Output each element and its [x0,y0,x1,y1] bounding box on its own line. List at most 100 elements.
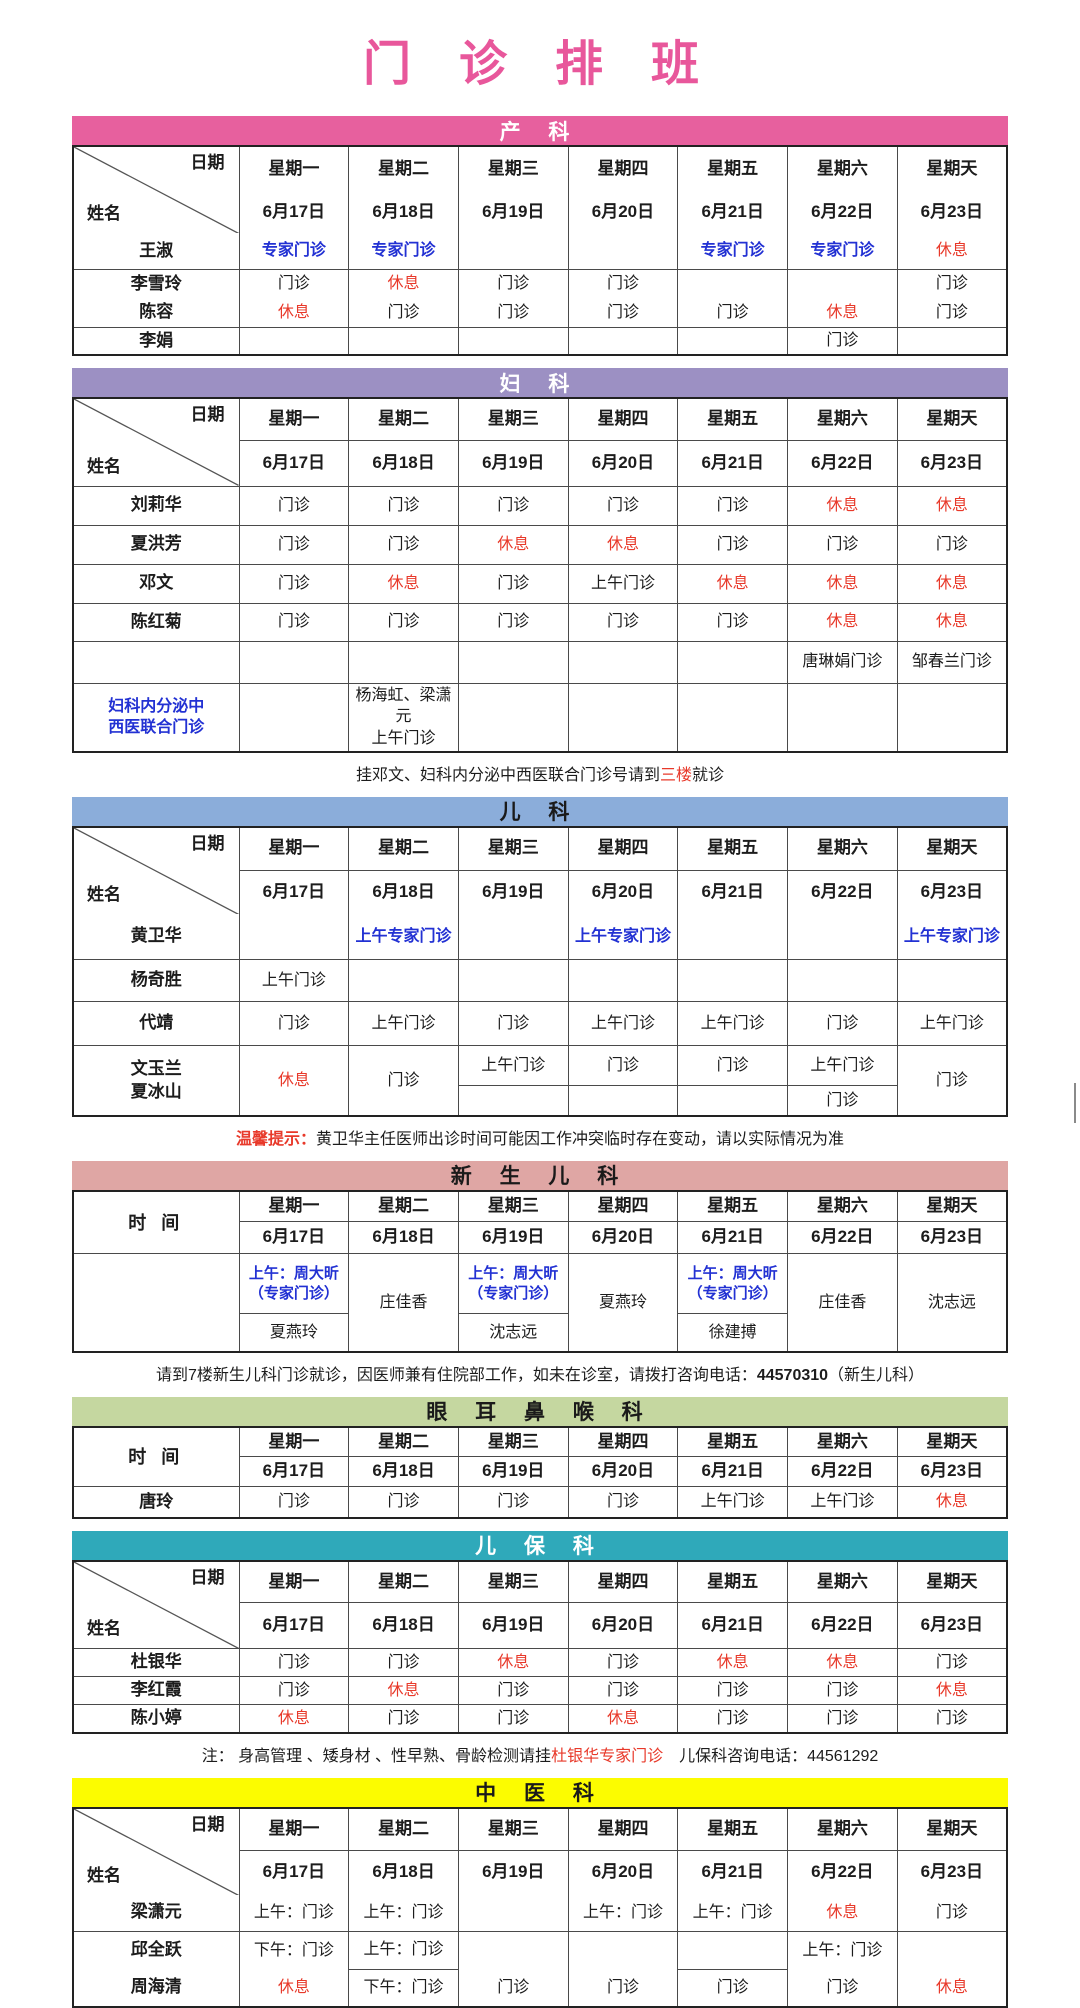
schedule-cell: 专家门诊 [238,233,350,270]
section-header-neonatology: 新 生 儿 科 [72,1160,1008,1190]
weekday-header: 星期二 [348,145,459,191]
doctor-name: 文玉兰 夏冰山 [72,1045,240,1117]
diagonal-line [74,147,239,234]
date-header: 6月20日 [567,1456,679,1488]
doctor-name: 李娟 [72,326,240,356]
doctor-row: 陈红菊 门诊 门诊 门诊 门诊 门诊 休息 休息 [72,602,1008,642]
doctor-row: 代靖 门诊 上午门诊 门诊 上午门诊 上午门诊 门诊 上午门诊 [72,1001,1008,1047]
schedule-cell: 门诊 [787,326,898,356]
weekday-header: 星期一 [238,1190,350,1223]
corner-date-label: 日期 [190,405,225,425]
schedule-cell: 门诊 [457,563,569,604]
date-header: 6月19日 [457,190,569,234]
schedule-cell [567,1930,679,1970]
doctor-name: 唐玲 [72,1486,240,1519]
schedule-cell: 休息 [567,524,679,565]
doctor-name: 杜银华 [72,1648,240,1678]
schedule-cell [677,1085,789,1117]
corner-date-name-cell: 日期 姓名 [72,826,240,914]
schedule-cell: 上午门诊 [348,1001,459,1047]
date-header: 6月17日 [238,1221,350,1255]
date-header: 6月19日 [457,1849,569,1896]
doctor-row: 陈小婷 休息 门诊 门诊 休息 门诊 门诊 门诊 [72,1704,1008,1734]
section-gynecology: 妇 科 日期 姓名 星期一 星期二 星期三 星期四 星期五 星期六 星期天 6月… [72,368,1008,784]
note-text: 注： 身高管理 、矮身材 、性早熟、骨龄检测请挂 [201,1747,552,1765]
schedule-cell: 夏燕玲 [238,1313,350,1353]
schedule-cell: 门诊 [677,298,789,328]
schedule-cell: 门诊 [238,602,350,642]
neonatology-note: 请到7楼新生儿科门诊就诊，因医师兼有住院部工作，如未在诊室，请拨打咨询电话：44… [72,1361,1008,1385]
section-neonatology: 新 生 儿 科 时 间 星期一 星期二 星期三 星期四 星期五 星期六 星期天 … [72,1160,1008,1385]
doctor-row: 周海清 休息 下午：门诊 门诊 门诊 门诊 门诊 休息 [72,1968,1008,2008]
schedule-cell: 门诊 [677,1045,789,1087]
weekday-header: 星期四 [567,1807,679,1851]
date-header: 6月18日 [348,440,459,487]
schedule-cell [457,913,569,961]
schedule-cell [896,1930,1008,1970]
date-header: 6月18日 [348,869,459,914]
section-header-childcare: 儿 保 科 [72,1530,1008,1560]
weekday-header: 星期三 [457,1190,569,1223]
date-header-row: 6月17日 6月18日 6月19日 6月20日 6月21日 6月22日 6月23… [73,869,1008,914]
doctor-row: 唐玲 门诊 门诊 门诊 门诊 上午门诊 上午门诊 休息 [72,1486,1008,1519]
weekday-header: 星期五 [677,145,789,191]
schedule-cell: 休息 [896,1676,1008,1706]
schedule-cell: 门诊 [348,524,459,565]
date-header: 6月18日 [348,1602,459,1650]
weekday-header: 星期一 [238,1426,350,1458]
doctor-name: 陈红菊 [72,602,240,642]
schedule-cell: 门诊 [238,1486,350,1519]
schedule-cell: 休息 [896,1969,1008,2008]
schedule-cell [457,1085,569,1117]
weekday-header-row: 日期 姓名 星期一 星期二 星期三 星期四 星期五 星期六 星期天 [72,397,1008,487]
schedule-cell [896,959,1008,1003]
schedule-cell: 门诊 [238,1001,350,1047]
schedule-cell: 上午门诊 [457,1045,569,1087]
schedule-cell: 门诊 [787,1676,898,1706]
schedule-cell: 门诊 [567,1486,679,1519]
outpatient-schedule-page: { "title": "门 诊 排 班", "corner": {"date":… [72,38,1076,2008]
date-header: 6月18日 [348,1456,459,1488]
date-header: 6月19日 [457,1456,569,1488]
pediatrics-table: 日期 姓名 星期一 星期二 星期三 星期四 星期五 星期六 星期天 6月17日 … [72,825,1008,1117]
schedule-cell: 上午：门诊 [567,1895,679,1932]
schedule-cell: 门诊 [567,1648,679,1678]
doctor-row: 李雪玲 门诊 休息 门诊 门诊 门诊 [72,268,1008,299]
schedule-cell: 门诊 [348,1486,459,1519]
note-text: 温馨提示： [235,1130,316,1148]
schedule-cell: 休息 [348,268,459,299]
doctor-pair-row-top: 文玉兰 夏冰山 休息 门诊 上午门诊 门诊 门诊 上午门诊 门诊 [72,1045,1008,1117]
weekday-header: 星期二 [348,1190,459,1223]
schedule-cell: 邹春兰门诊 [896,640,1008,684]
schedule-cell: 门诊 [677,524,789,565]
schedule-cell: 休息 [896,1486,1008,1519]
date-header-row: 6月17日 6月18日 6月19日 6月20日 6月21日 6月22日 6月23… [73,1456,1008,1488]
weekday-header: 星期天 [896,1807,1008,1851]
doctor-name: 李红霞 [72,1676,240,1706]
weekday-header: 星期四 [567,397,679,442]
schedule-cell: 门诊 [567,1676,679,1706]
schedule-cell: 门诊 [348,485,459,526]
date-header: 6月17日 [238,869,350,914]
section-header-tcm: 中 医 科 [72,1777,1008,1807]
schedule-cell: 门诊 [567,298,679,328]
weekday-header-row: 日期 姓名 星期一 星期二 星期三 星期四 星期五 星期六 星期天 [72,145,1008,234]
schedule-cell: 门诊 [567,602,679,642]
schedule-cell: 上午：门诊 [348,1930,459,1970]
schedule-cell: 门诊 [567,1045,679,1087]
schedule-cell: 门诊 [238,563,350,604]
schedule-cell: 休息 [238,298,350,328]
doctor-name: 夏洪芳 [72,524,240,565]
weekday-header-row: 时 间 星期一 星期二 星期三 星期四 星期五 星期六 星期天 [72,1426,1008,1488]
doctor-name: 陈容 [72,298,240,328]
schedule-cell [896,682,1008,753]
doctor-name: 黄卫华 [72,913,240,961]
schedule-cell: 上午门诊 [787,1486,898,1519]
schedule-cell: 门诊 [787,1001,898,1047]
schedule-cell [457,1895,569,1932]
schedule-cell: 休息 [787,1895,898,1932]
doctor-name: 邱全跃 [72,1930,240,1970]
date-header: 6月23日 [896,1602,1008,1650]
schedule-cell: 上午：周大昕 （专家门诊） [238,1253,350,1315]
note-text: （新生儿科） [828,1366,925,1384]
